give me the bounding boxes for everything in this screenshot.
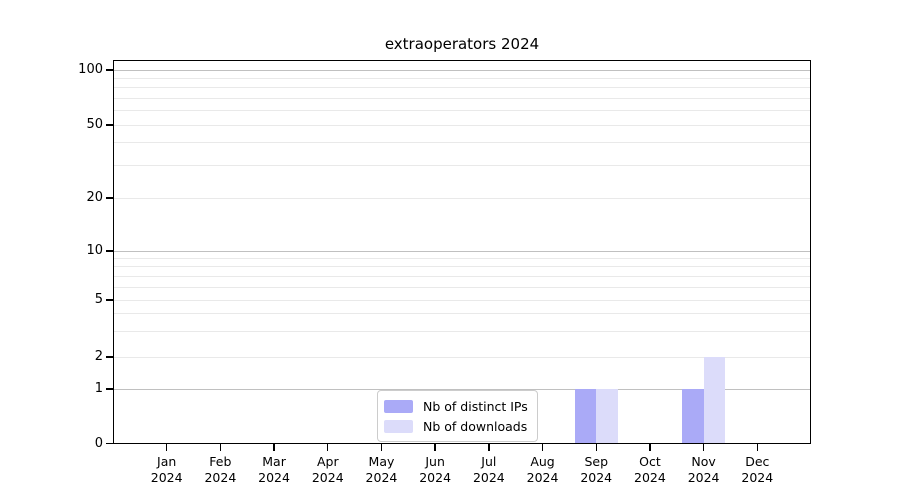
x-tick-label: Feb 2024 <box>190 454 250 485</box>
y-tick-label: 0 <box>94 435 103 451</box>
y-minor-gridline <box>113 197 811 199</box>
y-minor-gridline <box>113 165 811 167</box>
y-minor-gridline <box>113 110 811 112</box>
y-major-gridline <box>113 69 811 71</box>
y-minor-gridline <box>113 77 811 79</box>
x-tick-label: Jul 2024 <box>459 454 519 485</box>
x-tick-label-year: 2024 <box>472 469 505 485</box>
y-tick-label: 100 <box>78 62 103 77</box>
y-minor-gridline <box>113 87 811 89</box>
x-tick-label-year: 2024 <box>365 469 398 485</box>
x-tick-label-year: 2024 <box>150 469 183 485</box>
x-tick-label-year: 2024 <box>419 469 452 485</box>
x-tick-mark <box>702 444 705 451</box>
y-tick-mark <box>106 388 113 390</box>
legend-swatch-distinct-ips <box>384 399 413 413</box>
y-minor-gridline <box>113 356 811 358</box>
y-tick-label: 10 <box>86 243 103 258</box>
x-tick-mark <box>649 444 651 451</box>
bar-distinct-ips <box>682 389 704 444</box>
y-minor-gridline <box>113 286 811 288</box>
y-minor-gridline <box>113 331 811 333</box>
y-tick-label: 5 <box>94 292 103 307</box>
y-major-gridline <box>113 388 811 390</box>
y-minor-gridline <box>113 142 811 144</box>
x-tick-label: Jan 2024 <box>137 454 197 485</box>
y-tick-mark <box>106 250 113 252</box>
y-tick-label: 50 <box>86 117 103 132</box>
x-tick-label-year: 2024 <box>580 469 613 485</box>
y-minor-gridline <box>113 266 811 268</box>
x-tick-mark <box>380 444 383 451</box>
y-tick-label: 20 <box>86 190 103 205</box>
axes-frame <box>113 60 811 444</box>
x-tick-label: Dec 2024 <box>727 454 787 485</box>
y-minor-gridline <box>113 299 811 301</box>
x-tick-label: May 2024 <box>351 454 411 485</box>
bar-downloads <box>703 357 726 444</box>
y-tick-mark <box>106 442 113 445</box>
x-tick-mark <box>756 444 758 451</box>
legend-label-downloads: Nb of downloads <box>423 418 528 434</box>
y-tick-label: 2 <box>94 349 103 364</box>
y-tick-mark <box>106 69 113 71</box>
x-tick-mark <box>219 444 222 451</box>
x-tick-label: Sep 2024 <box>566 454 626 485</box>
x-tick-label: Oct 2024 <box>620 454 680 485</box>
y-tick-mark <box>106 299 113 301</box>
x-tick-mark <box>165 444 168 451</box>
x-tick-label: Apr 2024 <box>298 454 358 485</box>
x-tick-label-year: 2024 <box>634 469 666 485</box>
x-tick-label: Jun 2024 <box>405 454 465 485</box>
y-minor-gridline <box>113 257 811 259</box>
y-tick-mark <box>106 124 113 126</box>
chart-title: extraoperators 2024 <box>384 35 540 53</box>
x-tick-mark <box>595 444 597 451</box>
x-tick-label-year: 2024 <box>204 469 237 485</box>
x-tick-mark <box>488 444 490 451</box>
x-tick-label-year: 2024 <box>258 469 290 485</box>
x-tick-label: Aug 2024 <box>513 454 573 485</box>
x-tick-label-year: 2024 <box>526 469 559 485</box>
y-minor-gridline <box>113 124 811 126</box>
plot-area: 0 1 2 5 10 20 50 100 Jan 2024 Feb 2024 Mar 2024 Apr 20… <box>78 60 811 485</box>
x-tick-label: Mar 2024 <box>244 454 304 485</box>
x-tick-mark <box>273 444 275 451</box>
y-tick-mark <box>106 356 113 358</box>
y-major-gridline <box>113 250 811 252</box>
bar-downloads <box>596 389 618 444</box>
legend: Nb of distinct IPs Nb of downloads <box>377 390 538 442</box>
x-tick-label-year: 2024 <box>311 469 344 485</box>
x-tick-mark <box>541 444 544 451</box>
y-minor-gridline <box>113 275 811 277</box>
x-tick-label-year: 2024 <box>687 469 720 485</box>
y-tick-label: 1 <box>94 381 103 396</box>
y-tick-mark <box>106 197 113 199</box>
legend-item-distinct-ips: Nb of distinct IPs <box>384 396 528 416</box>
bar-distinct-ips <box>574 389 597 444</box>
y-minor-gridline <box>113 97 811 99</box>
x-tick-label: Nov 2024 <box>674 454 734 485</box>
legend-label-distinct-ips: Nb of distinct IPs <box>423 398 528 414</box>
y-minor-gridline <box>113 313 811 315</box>
x-tick-mark <box>434 444 436 451</box>
legend-item-downloads: Nb of downloads <box>384 416 528 436</box>
x-tick-mark <box>327 444 329 451</box>
legend-swatch-downloads <box>384 419 413 433</box>
x-tick-label-year: 2024 <box>741 469 774 485</box>
